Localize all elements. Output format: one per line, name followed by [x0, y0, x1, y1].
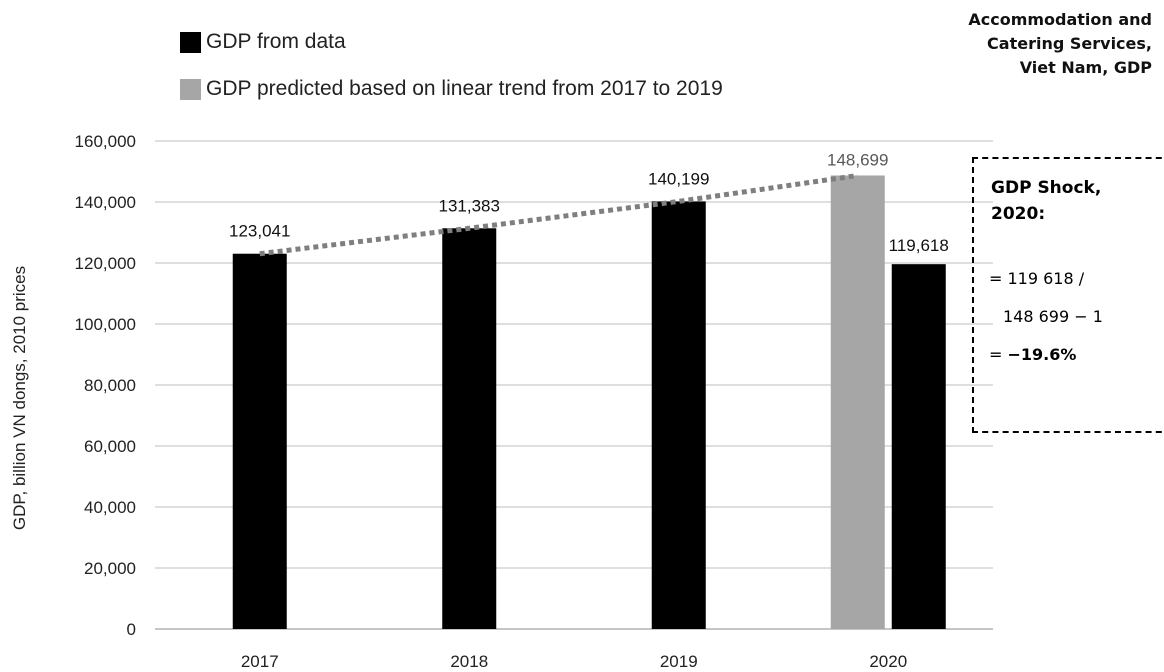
- bar-value-label-data: 131,383: [439, 196, 500, 215]
- y-tick-label: 160,000: [75, 132, 136, 151]
- trend-line: [259, 172, 859, 257]
- legend-label-predicted: GDP predicted based on linear trend from…: [206, 77, 723, 100]
- x-tick-label: 2018: [450, 652, 488, 671]
- shock-formula-line-1: = 119 618 /: [989, 269, 1085, 288]
- gdp-shock-annotation: GDP Shock, 2020: = 119 618 / 148 699 − 1…: [972, 157, 1164, 433]
- trend-polyline: [259, 172, 859, 257]
- gridlines: [155, 140, 993, 630]
- shock-title-line-1: GDP Shock,: [991, 178, 1102, 198]
- bar-data: [891, 264, 946, 629]
- bar-data: [442, 228, 497, 629]
- shock-result-prefix: =: [989, 345, 1008, 364]
- x-axis-tick-labels: 2017 2018 2019 2020: [241, 652, 907, 671]
- y-axis-label: GDP, billion VN dongs, 2010 prices: [10, 266, 29, 530]
- legend-swatch-data: [180, 31, 201, 53]
- chart-title-line-2: Catering Services,: [987, 34, 1152, 53]
- shock-title-line-2: 2020:: [991, 204, 1046, 224]
- chart-title-line-3: Viet Nam, GDP: [1019, 58, 1152, 77]
- x-tick-label: 2019: [660, 652, 698, 671]
- shock-title: GDP Shock, 2020:: [991, 175, 1151, 227]
- y-tick-label: 40,000: [84, 498, 136, 517]
- y-tick-label: 0: [127, 620, 136, 639]
- bar-value-label-data: 140,199: [648, 169, 709, 188]
- bar-value-label-predicted: 148,699: [827, 150, 888, 169]
- shock-formula-line-2: 148 699 − 1: [1003, 307, 1103, 326]
- bar-data: [651, 201, 706, 629]
- shock-result-value: −19.6%: [1007, 345, 1077, 364]
- legend-item-predicted: GDP predicted based on linear trend from…: [180, 77, 723, 101]
- legend-item-data: GDP from data: [180, 30, 346, 54]
- y-tick-label: 140,000: [75, 193, 136, 212]
- x-tick-label: 2020: [869, 652, 907, 671]
- shock-result: = −19.6%: [989, 345, 1076, 364]
- y-tick-label: 80,000: [84, 376, 136, 395]
- bar-value-label-data: 123,041: [229, 222, 290, 241]
- chart-title-line-1: Accommodation and: [968, 10, 1152, 29]
- bar-value-labels: 123,041 131,383 140,199 148,699 119,618: [229, 150, 949, 255]
- bar-value-label-data: 119,618: [889, 236, 949, 255]
- y-tick-label: 60,000: [84, 437, 136, 456]
- y-axis-tick-labels: 0 20,000 40,000 60,000 80,000 100,000 120,000 1…: [75, 132, 136, 639]
- y-tick-label: 20,000: [84, 559, 136, 578]
- legend-swatch-predicted: [180, 78, 201, 100]
- chart-title: Accommodation and Catering Services, Vie…: [892, 8, 1152, 80]
- bar-predicted: [830, 175, 885, 629]
- bars: [232, 175, 946, 629]
- legend-label-data: GDP from data: [206, 30, 346, 53]
- bar-data: [232, 253, 287, 629]
- y-tick-label: 100,000: [75, 315, 136, 334]
- y-tick-label: 120,000: [75, 254, 136, 273]
- x-tick-label: 2017: [241, 652, 279, 671]
